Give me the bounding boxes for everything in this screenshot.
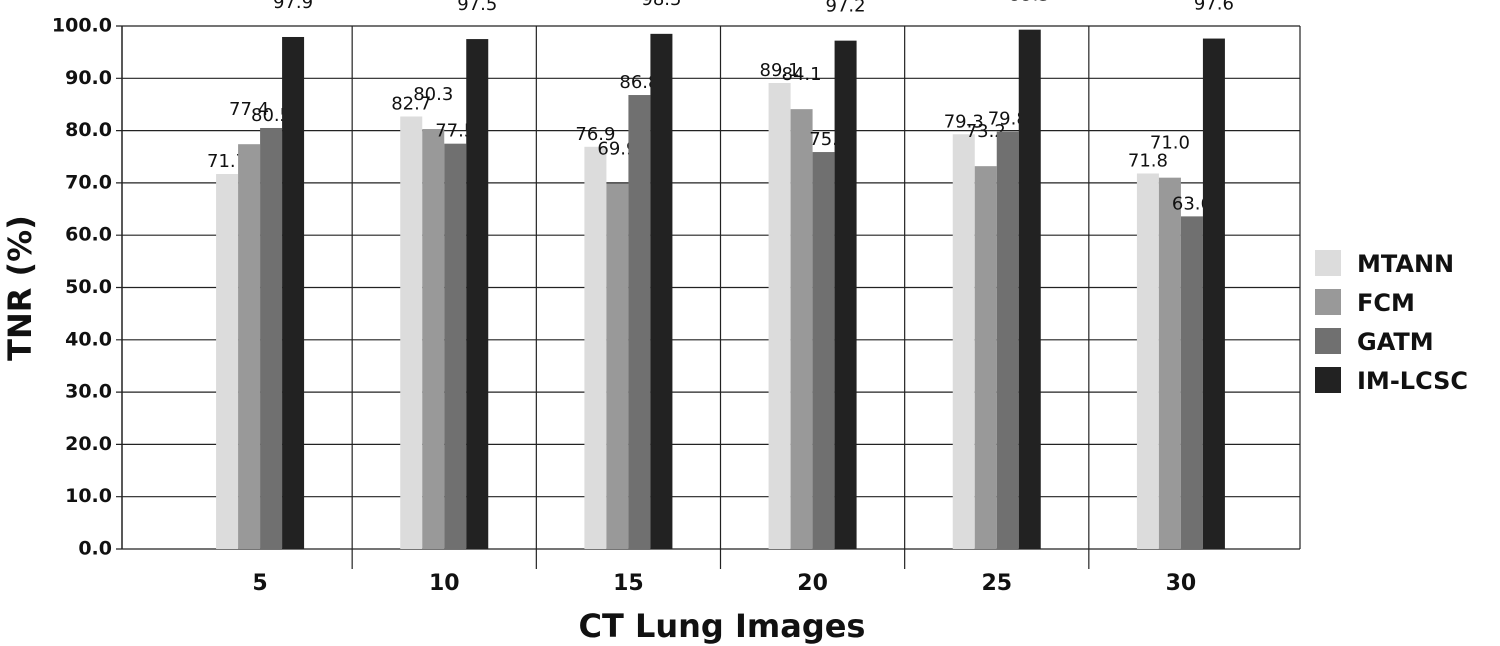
value-label: 71.8: [1128, 150, 1168, 171]
y-tick-label: 100.0: [52, 15, 112, 37]
bar: [1018, 29, 1041, 549]
value-label: 76.9: [575, 124, 615, 145]
x-tick-label: 15: [613, 571, 644, 596]
bar: [400, 116, 423, 549]
bar: [422, 129, 445, 549]
value-label: 63.6: [1172, 193, 1212, 214]
value-label: 97.5: [457, 0, 497, 15]
value-label: 80.5: [251, 105, 291, 126]
bar: [1202, 38, 1225, 549]
bar: [584, 146, 607, 550]
value-label: 89.1: [760, 60, 800, 81]
y-tick-label: 80.0: [65, 119, 112, 141]
value-label: 98.5: [641, 0, 681, 10]
value-label: 71.7: [207, 151, 247, 172]
bar: [812, 152, 835, 549]
y-tick-label: 70.0: [65, 171, 112, 193]
bar: [444, 143, 467, 550]
y-tick-label: 0.0: [78, 538, 112, 560]
x-tick-label: 20: [797, 571, 828, 596]
bar: [606, 183, 629, 549]
x-tick-label: 10: [429, 571, 460, 596]
legend-label: IM-LCSC: [1357, 367, 1468, 395]
y-tick-label: 10.0: [65, 485, 112, 507]
legend-swatch: [1315, 289, 1341, 315]
value-label: 77.5: [435, 121, 475, 142]
value-label: 86.8: [619, 72, 659, 93]
y-tick-label: 30.0: [65, 381, 112, 403]
bar: [1136, 173, 1159, 549]
value-label: 84.1: [782, 64, 822, 85]
y-tick-label: 20.0: [65, 433, 112, 455]
bar: [952, 134, 975, 550]
bar: [216, 174, 239, 549]
value-label: 73.2: [966, 121, 1006, 142]
value-label: 69.9: [597, 138, 637, 159]
bar: [282, 36, 305, 549]
legend-label: FCM: [1357, 289, 1415, 317]
y-tick-label: 40.0: [65, 328, 112, 350]
value-label: 79.8: [988, 109, 1028, 130]
value-label: 97.2: [826, 0, 866, 17]
bar: [628, 95, 651, 549]
y-tick-label: 60.0: [65, 224, 112, 246]
legend-swatch: [1315, 250, 1341, 276]
x-tick-label: 25: [981, 571, 1012, 596]
value-label: 80.3: [413, 84, 453, 105]
bar: [834, 40, 857, 549]
x-axis-title: CT Lung Images: [579, 607, 866, 645]
value-label: 71.0: [1150, 133, 1190, 154]
bar: [768, 83, 791, 549]
bar: [1180, 216, 1203, 549]
legend-label: GATM: [1357, 328, 1434, 356]
legend-label: MTANN: [1357, 250, 1454, 278]
legend-swatch: [1315, 367, 1341, 393]
value-label: 82.7: [391, 93, 431, 114]
value-label: 77.4: [229, 99, 269, 120]
bar: [1158, 177, 1181, 550]
bar: [974, 166, 997, 549]
y-tick-label: 90.0: [65, 67, 112, 89]
bar: [238, 144, 261, 549]
value-label: 97.6: [1194, 0, 1234, 15]
bar: [996, 131, 1019, 549]
x-tick-label: 5: [252, 571, 267, 596]
legend-swatch: [1315, 328, 1341, 354]
value-label: 79.3: [944, 111, 984, 132]
bar: [790, 109, 813, 550]
bar: [260, 127, 283, 550]
value-label: 99.3: [1010, 0, 1050, 6]
y-axis-title: TNR (%): [1, 215, 39, 361]
x-tick-label: 30: [1166, 571, 1197, 596]
bar: [466, 39, 489, 549]
value-label: 97.9: [273, 0, 313, 13]
value-label: 75.: [809, 129, 838, 150]
y-tick-label: 50.0: [65, 276, 112, 298]
bar: [650, 33, 673, 550]
